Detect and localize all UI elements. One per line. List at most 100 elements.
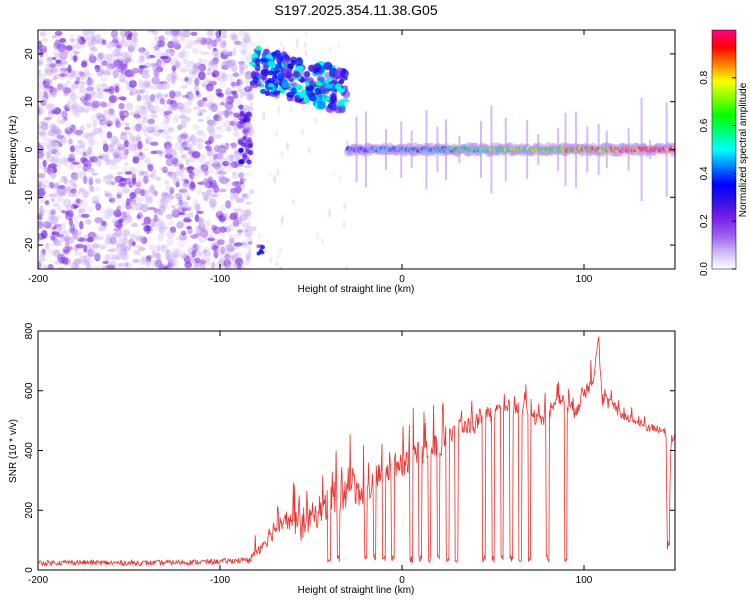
spectrogram-cell bbox=[235, 197, 245, 204]
spectrogram-cell bbox=[242, 193, 249, 198]
spectrogram-cell bbox=[124, 215, 133, 224]
spectrogram-cell bbox=[42, 221, 52, 229]
spectrogram-cell bbox=[56, 134, 64, 139]
spectrogram-cell bbox=[187, 68, 193, 73]
spectrogram-cell bbox=[135, 134, 141, 142]
spectrogram-cell bbox=[230, 63, 238, 73]
spectrogram-cell bbox=[140, 170, 148, 175]
spectrogram-cell bbox=[153, 124, 160, 133]
spectrogram-cell bbox=[243, 243, 251, 249]
spectrogram-cell bbox=[70, 162, 75, 171]
spectrogram-cell bbox=[206, 124, 215, 133]
chart-title: S197.2025.354.11.38.G05 bbox=[274, 2, 437, 18]
spectrogram-cell bbox=[329, 93, 337, 100]
spectrogram-cell bbox=[246, 137, 252, 143]
spectrogram-cell bbox=[86, 206, 95, 213]
spectrogram-cell bbox=[119, 73, 127, 82]
spectrogram-cell bbox=[237, 229, 243, 234]
spectrogram-cell bbox=[52, 56, 57, 61]
spectrogram-cell bbox=[280, 150, 284, 158]
spectrogram-cell bbox=[87, 248, 95, 258]
spectrogram-cell bbox=[214, 30, 222, 37]
spectrogram-cell bbox=[197, 143, 203, 150]
spectrogram-cell bbox=[63, 104, 69, 110]
spectrogram-cell bbox=[159, 220, 166, 230]
spectrogram-cell bbox=[220, 34, 228, 39]
spectrogram-cell bbox=[147, 206, 157, 211]
spectrogram-cell bbox=[130, 67, 140, 72]
spectrogram-cell bbox=[139, 88, 146, 94]
spectrogram-cell bbox=[141, 114, 150, 120]
spectrogram-cell bbox=[109, 143, 116, 148]
spectrogram-cell bbox=[173, 43, 182, 50]
spectrogram-cell bbox=[219, 176, 229, 185]
spectrogram-cell bbox=[60, 230, 67, 235]
spectrogram-cell bbox=[90, 114, 100, 123]
spectrogram-cell bbox=[74, 159, 80, 163]
spectrogram-cell bbox=[91, 100, 101, 109]
spectrogram-cell bbox=[127, 32, 133, 38]
spectrogram-cell bbox=[247, 220, 251, 231]
spectrogram-cell bbox=[122, 55, 128, 65]
spectrogram-cell bbox=[137, 127, 144, 131]
spectrogram-cell bbox=[87, 187, 92, 194]
spectrogram-cell bbox=[227, 59, 237, 66]
spectrogram-cell bbox=[106, 53, 116, 62]
spectrogram-cell bbox=[102, 154, 110, 162]
spectrogram-cell bbox=[45, 103, 54, 111]
spectrogram-cell bbox=[38, 212, 43, 217]
spectrogram-cell bbox=[60, 236, 68, 243]
spectrogram-cell bbox=[186, 225, 192, 230]
spectrogram-cell bbox=[233, 191, 239, 200]
spectrogram-cell bbox=[194, 166, 204, 172]
spectrogram-cell bbox=[90, 34, 96, 42]
spectrogram-cell bbox=[62, 87, 72, 94]
spectrogram-cell bbox=[83, 244, 88, 253]
spectrogram-cell bbox=[82, 134, 88, 139]
spectrogram-cell bbox=[193, 62, 202, 69]
spectrogram-cell bbox=[278, 247, 282, 254]
spectrogram-cell bbox=[185, 107, 192, 114]
colorbar: 0.0 0.2 0.4 0.6 0.8 Normalized spectral ampl… bbox=[699, 29, 749, 276]
spectrogram-cell bbox=[138, 79, 144, 89]
spectrogram-cell bbox=[84, 219, 92, 225]
spectrogram-cell bbox=[38, 130, 46, 136]
spectrogram-cell bbox=[118, 102, 125, 110]
spectrogram-cell bbox=[53, 238, 61, 246]
spectrogram-cell bbox=[38, 220, 44, 230]
spectrogram-cell bbox=[129, 191, 136, 199]
spectrogram-cell bbox=[46, 215, 56, 224]
spectrogram-cell bbox=[185, 61, 191, 68]
spectrogram-cell bbox=[243, 228, 249, 233]
spectrogram-cell bbox=[166, 196, 172, 203]
spectrogram-cell bbox=[103, 88, 112, 93]
spectrogram-cell bbox=[244, 230, 253, 238]
spectrogram-cell bbox=[123, 186, 130, 193]
spectrogram-cell bbox=[245, 81, 249, 91]
spectrogram-cell bbox=[180, 77, 186, 83]
spectrogram-cell bbox=[81, 107, 90, 113]
spectrogram-cell bbox=[332, 171, 336, 176]
spectrogram-cell bbox=[234, 40, 242, 45]
spectrogram-cell bbox=[62, 198, 72, 208]
spectrogram-cell bbox=[74, 219, 80, 228]
spectrogram-cell bbox=[43, 165, 48, 174]
spectrogram-cell bbox=[119, 132, 128, 141]
colorbar-frame bbox=[711, 29, 737, 270]
spectrogram-cell bbox=[154, 259, 162, 268]
snr-x-tick-label: 0 bbox=[399, 575, 405, 586]
spectrogram-cell bbox=[230, 187, 236, 194]
spectrogram-cell bbox=[52, 128, 61, 135]
spectrogram-cell bbox=[159, 97, 165, 105]
spectrogram-cell bbox=[307, 146, 311, 155]
spectrogram-cell bbox=[217, 92, 224, 98]
spectrogram-cell bbox=[97, 52, 104, 60]
spectrogram-cell bbox=[72, 230, 78, 240]
spectrogram-cell bbox=[178, 107, 185, 113]
spectrogram-cell bbox=[184, 207, 191, 211]
spectrogram-cell bbox=[54, 87, 62, 91]
spectrogram-cell bbox=[180, 235, 189, 241]
spectrogram-cell bbox=[108, 197, 116, 203]
spectrogram-cell bbox=[163, 125, 172, 135]
